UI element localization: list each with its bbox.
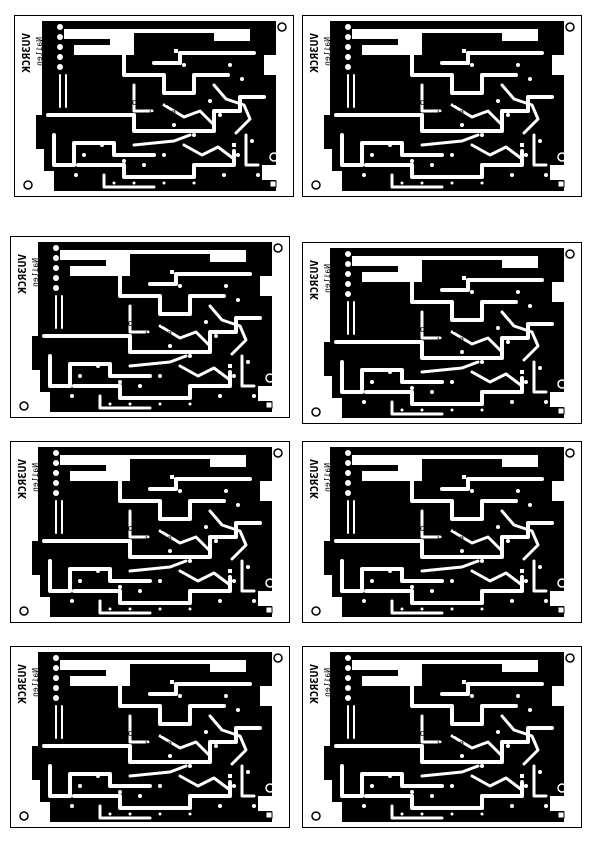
board-subtitle-label: Board xyxy=(145,331,172,341)
corner-pad xyxy=(557,180,565,188)
pcb-artwork: VU3RCK Nailen Power Supply Board xyxy=(10,236,290,418)
isolation-gaps xyxy=(334,477,554,615)
corner-pad xyxy=(557,407,565,415)
vias xyxy=(362,49,548,185)
isolation-gaps xyxy=(42,682,262,820)
board-code-label: VU3RCK xyxy=(308,260,321,300)
board-code-label: VU3RCK xyxy=(16,664,29,704)
vias xyxy=(70,680,256,816)
board-subtitle-label: Board xyxy=(437,110,464,120)
board-subtitle-label: Board xyxy=(145,741,172,751)
board-subtitle-label: Board xyxy=(437,741,464,751)
pcb-board-7: VU3RCK Nailen Power Supply Board xyxy=(10,646,290,828)
vias xyxy=(74,49,260,185)
board-author-label: Nailen xyxy=(323,668,332,697)
isolation-gaps xyxy=(42,272,262,410)
connector-pads xyxy=(345,655,351,701)
corner-pad xyxy=(557,606,565,614)
vias xyxy=(70,475,256,611)
board-author-label: Nailen xyxy=(323,463,332,492)
board-author-label: Nailen xyxy=(31,258,40,287)
board-code-label: VU3RCK xyxy=(308,664,321,704)
isolation-gaps xyxy=(334,51,554,189)
corner-pad xyxy=(265,401,273,409)
pcb-artwork: VU3RCK Nailen Power Supply Board xyxy=(14,15,294,197)
pcb-board-1: VU3RCK Nailen Power Supply Board xyxy=(14,15,294,197)
pcb-board-4: VU3RCK Nailen Power Supply Board xyxy=(302,242,582,424)
connector-pads xyxy=(53,450,59,496)
pcb-board-6: VU3RCK Nailen Power Supply Board xyxy=(302,441,582,623)
mounting-holes xyxy=(19,448,283,616)
vias xyxy=(362,475,548,611)
corner-pad xyxy=(265,606,273,614)
mounting-holes xyxy=(23,22,287,190)
pcb-artwork: VU3RCK Nailen Power Supply Board xyxy=(302,15,582,197)
board-title-label: Power Supply xyxy=(116,729,182,739)
connector-pads xyxy=(53,655,59,701)
isolation-gaps xyxy=(334,682,554,820)
vias xyxy=(70,270,256,406)
board-author-label: Nailen xyxy=(31,668,40,697)
board-subtitle-label: Board xyxy=(437,536,464,546)
connector-pads xyxy=(345,450,351,496)
pcb-board-2: VU3RCK Nailen Power Supply Board xyxy=(302,15,582,197)
isolation-gaps xyxy=(46,51,266,189)
isolation-gaps xyxy=(334,278,554,416)
pcb-artwork: VU3RCK Nailen Power Supply Board xyxy=(302,646,582,828)
board-title-label: Power Supply xyxy=(116,319,182,329)
board-code-label: VU3RCK xyxy=(16,459,29,499)
board-subtitle-label: Board xyxy=(437,337,464,347)
pcb-board-5: VU3RCK Nailen Power Supply Board xyxy=(10,441,290,623)
mounting-holes xyxy=(311,448,575,616)
mounting-holes xyxy=(19,653,283,821)
board-subtitle-label: Board xyxy=(145,536,172,546)
board-code-label: VU3RCK xyxy=(308,33,321,73)
pcb-board-3: VU3RCK Nailen Power Supply Board xyxy=(10,236,290,418)
corner-pad xyxy=(269,180,277,188)
board-title-label: Power Supply xyxy=(408,524,474,534)
connector-pads xyxy=(345,24,351,70)
mounting-holes xyxy=(19,243,283,411)
pcb-artwork: VU3RCK Nailen Power Supply Board xyxy=(302,441,582,623)
board-subtitle-label: Board xyxy=(149,110,176,120)
board-author-label: Nailen xyxy=(323,37,332,66)
board-author-label: Nailen xyxy=(35,37,44,66)
mounting-holes xyxy=(311,249,575,417)
isolation-gaps xyxy=(42,477,262,615)
board-author-label: Nailen xyxy=(323,264,332,293)
corner-pad xyxy=(557,811,565,819)
pcb-artwork: VU3RCK Nailen Power Supply Board xyxy=(10,441,290,623)
board-title-label: Power Supply xyxy=(120,98,186,108)
mounting-holes xyxy=(311,653,575,821)
corner-pad xyxy=(265,811,273,819)
board-code-label: VU3RCK xyxy=(308,459,321,499)
vias xyxy=(362,680,548,816)
vias xyxy=(362,276,548,412)
connector-pads xyxy=(53,245,59,291)
pcb-artwork: VU3RCK Nailen Power Supply Board xyxy=(10,646,290,828)
board-title-label: Power Supply xyxy=(408,325,474,335)
pcb-artwork: VU3RCK Nailen Power Supply Board xyxy=(302,242,582,424)
board-title-label: Power Supply xyxy=(408,729,474,739)
board-title-label: Power Supply xyxy=(408,98,474,108)
connector-pads xyxy=(345,251,351,297)
board-title-label: Power Supply xyxy=(116,524,182,534)
board-code-label: VU3RCK xyxy=(20,33,33,73)
board-code-label: VU3RCK xyxy=(16,254,29,294)
pcb-board-8: VU3RCK Nailen Power Supply Board xyxy=(302,646,582,828)
connector-pads xyxy=(57,24,63,70)
board-author-label: Nailen xyxy=(31,463,40,492)
mounting-holes xyxy=(311,22,575,190)
